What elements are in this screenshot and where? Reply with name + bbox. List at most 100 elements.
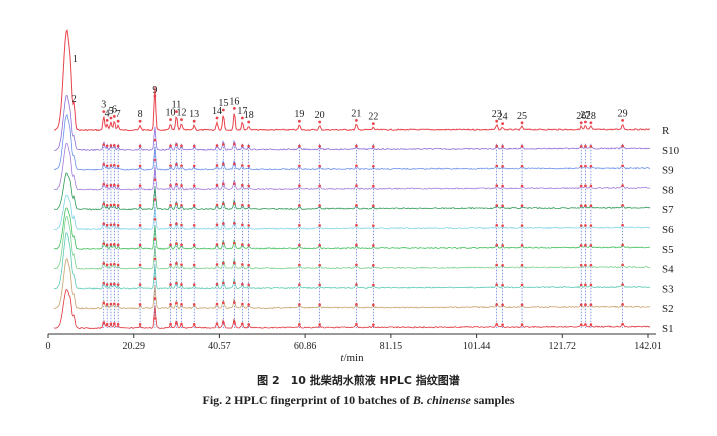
peak-marker — [105, 144, 109, 148]
sample-label-s7: S7 — [662, 204, 674, 216]
peak-marker — [501, 263, 504, 267]
sample-label-s8: S8 — [662, 184, 674, 196]
peak-marker — [247, 323, 250, 326]
peak-marker — [318, 224, 321, 227]
peak-marker — [579, 323, 583, 326]
peak-marker — [180, 118, 183, 121]
peak-marker — [169, 223, 172, 227]
peak-marker — [298, 164, 301, 168]
peak-marker — [495, 184, 499, 187]
peak-marker — [501, 224, 504, 227]
peak-marker — [589, 204, 593, 208]
peak-marker — [589, 145, 593, 148]
peak-marker — [180, 184, 183, 187]
sample-label-s9: S9 — [662, 165, 674, 177]
peak-marker — [495, 204, 499, 207]
peak-marker — [501, 323, 504, 326]
peak-marker — [372, 204, 375, 208]
peak-marker — [105, 243, 109, 247]
peak-marker — [102, 242, 106, 245]
peak-marker — [116, 119, 120, 123]
peak-marker — [138, 243, 142, 247]
trace-s8 — [53, 142, 651, 191]
peak-marker — [138, 322, 142, 326]
peak-label-14: 14 — [212, 106, 222, 117]
peak-marker — [102, 281, 106, 285]
peak-marker — [175, 281, 178, 285]
sample-label-s5: S5 — [662, 244, 674, 256]
peak-marker — [233, 182, 236, 186]
trace-s6 — [53, 194, 650, 231]
peak-marker — [241, 263, 244, 266]
peak-marker — [621, 303, 624, 306]
peak-marker — [520, 121, 524, 125]
trace-s1 — [53, 289, 651, 330]
peak-marker — [584, 243, 587, 247]
figure-caption-english: Fig. 2 HPLC fingerprint of 10 batches of… — [0, 393, 717, 408]
trace-s10 — [53, 94, 651, 152]
caption-en-species: B. chinense — [412, 393, 471, 407]
peak-marker — [241, 223, 244, 227]
peak-marker — [153, 257, 157, 261]
peak-marker — [105, 303, 109, 306]
peak-marker — [579, 145, 583, 148]
peak-marker — [355, 283, 358, 286]
peak-marker — [169, 302, 172, 306]
peak-marker — [233, 142, 236, 146]
sample-label-s6: S6 — [662, 224, 674, 236]
peak-marker — [318, 303, 321, 306]
peak-marker — [215, 116, 219, 120]
peak-marker — [113, 163, 116, 167]
sample-label-s10: S10 — [662, 145, 680, 157]
peak-marker — [175, 163, 178, 166]
peak-marker — [589, 164, 593, 168]
figure-caption-chinese: 图 2 10 批柴胡水煎液 HPLC 指纹图谱 — [257, 374, 460, 387]
peak-marker — [175, 222, 178, 226]
peak-marker — [222, 202, 225, 206]
peak-marker — [109, 282, 113, 286]
peak-marker — [621, 322, 624, 326]
peak-marker — [241, 164, 244, 167]
peak-marker — [153, 94, 157, 98]
peak-marker — [113, 183, 116, 187]
sample-label-r: R — [662, 125, 670, 137]
peak-marker — [109, 302, 113, 306]
peak-marker — [215, 144, 219, 147]
caption-en-suffix: samples — [470, 393, 515, 407]
peak-marker — [153, 237, 157, 241]
peak-marker — [215, 183, 219, 187]
peak-marker — [520, 244, 524, 247]
peak-marker — [175, 202, 178, 206]
peak-marker — [138, 184, 142, 187]
peak-marker — [153, 198, 157, 201]
peak-marker — [579, 244, 583, 247]
peak-marker — [169, 322, 172, 326]
peak-marker — [241, 203, 244, 207]
peak-marker — [180, 203, 183, 207]
peak-label-26: 26 — [576, 111, 586, 122]
peak-marker — [180, 164, 183, 167]
peak-marker — [247, 243, 250, 247]
peak-marker — [579, 283, 583, 287]
peak-marker — [318, 283, 321, 287]
peak-marker — [589, 323, 593, 326]
x-tick-label: 121.72 — [549, 341, 577, 352]
peak-marker — [495, 303, 499, 306]
peak-marker — [175, 242, 178, 245]
peak-marker — [318, 144, 321, 148]
peak-marker — [138, 204, 142, 207]
peak-marker — [138, 303, 142, 306]
trace-s5 — [53, 207, 651, 250]
peak-marker — [192, 243, 196, 247]
peak-marker — [241, 144, 244, 147]
peak-marker — [372, 244, 375, 247]
peak-marker — [113, 282, 116, 286]
peak-marker — [102, 163, 106, 166]
peak-markers — [102, 94, 625, 326]
peak-marker — [520, 263, 524, 267]
peak-marker — [153, 218, 157, 221]
peak-marker — [116, 322, 120, 326]
peak-marker — [579, 121, 583, 125]
peak-marker — [105, 263, 109, 267]
peak-marker — [589, 184, 593, 188]
